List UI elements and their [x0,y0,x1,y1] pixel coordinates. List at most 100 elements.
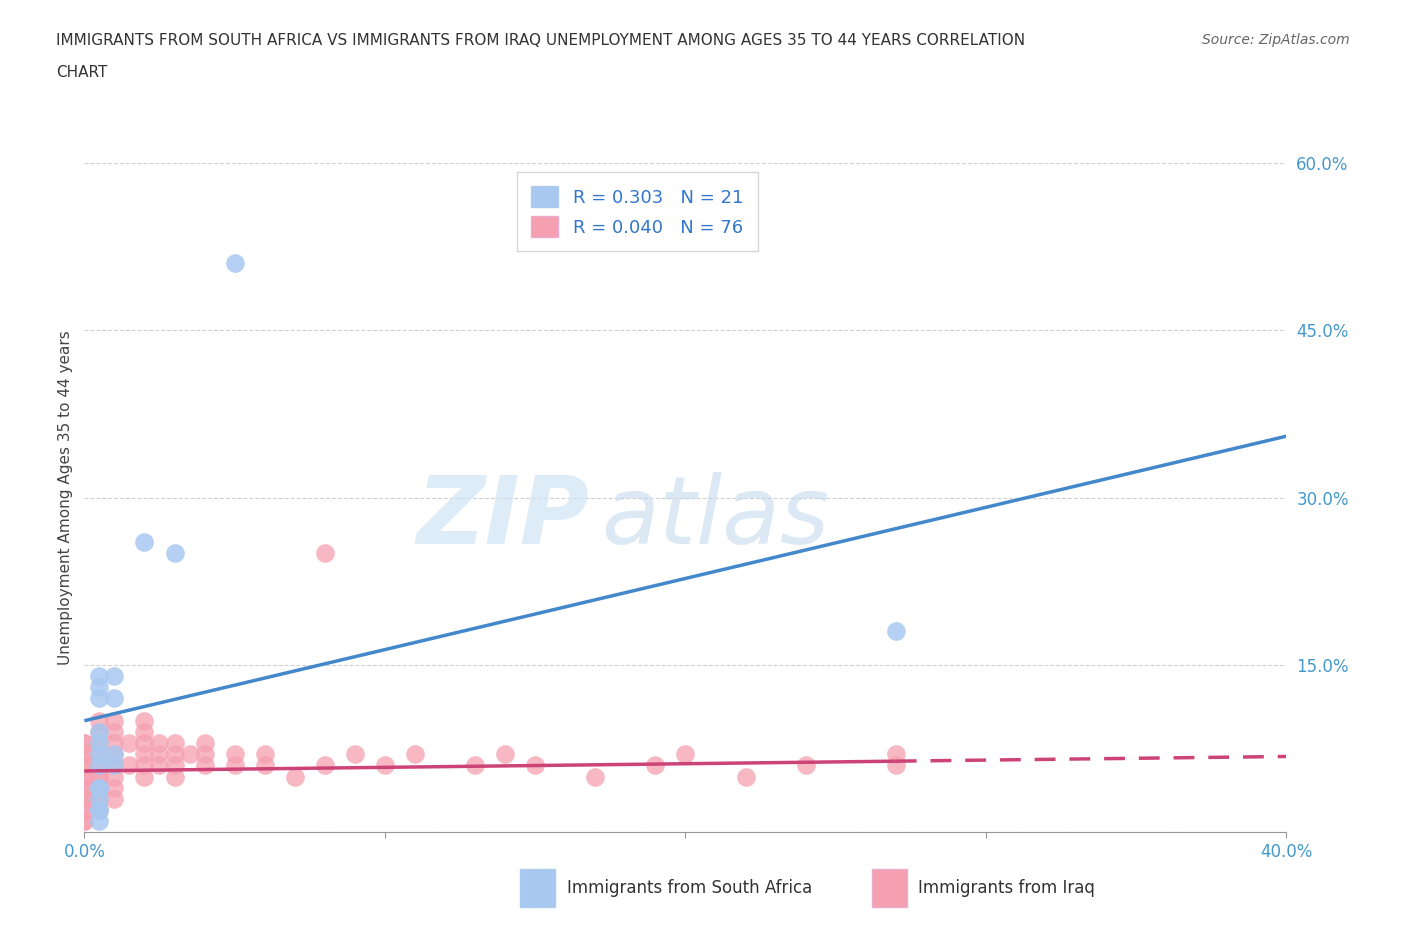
Point [253,758,276,773]
Point [148,747,170,762]
Text: IMMIGRANTS FROM SOUTH AFRICA VS IMMIGRANTS FROM IRAQ UNEMPLOYMENT AMONG AGES 35 : IMMIGRANTS FROM SOUTH AFRICA VS IMMIGRAN… [56,33,1025,47]
Text: Immigrants from South Africa: Immigrants from South Africa [567,879,811,897]
Point [89,791,111,806]
Point [103,669,125,684]
Point [89,780,111,795]
Point [73,758,96,773]
Point [464,758,486,773]
Point [314,546,336,561]
Point [103,691,125,706]
Point [103,736,125,751]
Point [194,736,217,751]
Point [134,758,156,773]
Point [103,724,125,739]
Point [163,758,186,773]
Point [148,758,170,773]
Point [884,758,907,773]
FancyBboxPatch shape [520,869,555,907]
Point [73,747,96,762]
Point [794,758,817,773]
Point [89,758,111,773]
Point [118,736,141,751]
Point [89,724,111,739]
Point [644,758,666,773]
Point [89,791,111,806]
Point [103,758,125,773]
Text: Source: ZipAtlas.com: Source: ZipAtlas.com [1202,33,1350,46]
Point [314,758,336,773]
Point [194,758,217,773]
Point [583,769,606,784]
Point [73,747,96,762]
Point [343,747,366,762]
Point [89,769,111,784]
Point [194,747,217,762]
Point [884,747,907,762]
Point [224,758,246,773]
Point [675,747,697,762]
Point [89,803,111,817]
Point [89,769,111,784]
Point [73,769,96,784]
Point [134,724,156,739]
Point [734,769,756,784]
Point [73,814,96,829]
Point [163,747,186,762]
Point [89,791,111,806]
Point [103,791,125,806]
Point [89,758,111,773]
Text: Immigrants from Iraq: Immigrants from Iraq [918,879,1095,897]
Text: CHART: CHART [56,65,108,80]
Point [134,713,156,728]
Point [89,803,111,817]
Point [494,747,516,762]
Point [89,780,111,795]
Point [89,680,111,695]
Point [224,256,246,271]
Point [89,713,111,728]
Point [103,758,125,773]
Point [89,736,111,751]
Point [89,780,111,795]
Point [73,736,96,751]
Point [134,736,156,751]
Y-axis label: Unemployment Among Ages 35 to 44 years: Unemployment Among Ages 35 to 44 years [58,330,73,665]
Point [103,769,125,784]
Point [89,669,111,684]
Point [89,803,111,817]
Point [103,747,125,762]
Point [89,780,111,795]
Point [73,803,96,817]
Point [89,747,111,762]
Point [73,791,96,806]
Point [103,747,125,762]
Point [404,747,426,762]
Point [73,736,96,751]
Point [524,758,547,773]
Point [73,791,96,806]
Text: atlas: atlas [602,472,830,564]
Point [73,803,96,817]
Point [163,769,186,784]
Point [73,780,96,795]
Point [73,758,96,773]
Point [163,546,186,561]
FancyBboxPatch shape [872,869,907,907]
Point [118,758,141,773]
Point [103,713,125,728]
Point [73,780,96,795]
Point [89,747,111,762]
Point [374,758,396,773]
Point [89,736,111,751]
Point [284,769,307,784]
Point [134,535,156,550]
Point [89,814,111,829]
Point [163,736,186,751]
Point [89,758,111,773]
Point [89,724,111,739]
Point [73,814,96,829]
Point [224,747,246,762]
Text: ZIP: ZIP [416,472,589,564]
Point [253,747,276,762]
Point [89,691,111,706]
